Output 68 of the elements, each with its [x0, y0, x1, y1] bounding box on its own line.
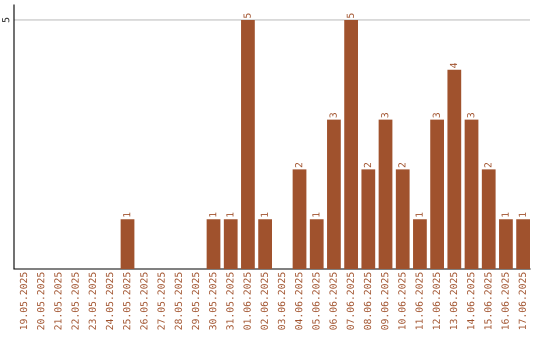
bar — [206, 219, 220, 269]
x-tick-label: 21.05.2025 — [54, 272, 62, 330]
data-label: 3 — [381, 113, 388, 118]
bar — [120, 219, 134, 269]
data-label: 1 — [123, 212, 130, 217]
bar — [447, 70, 462, 269]
bar — [361, 169, 376, 269]
bar — [310, 219, 324, 269]
x-tick-label: 30.05.2025 — [209, 272, 216, 330]
data-label: 3 — [329, 113, 337, 118]
bar — [396, 169, 410, 269]
bar — [413, 219, 427, 269]
x-tick-label: 14.06.2025 — [467, 272, 474, 330]
data-label: 1 — [502, 212, 509, 217]
data-label: 1 — [518, 212, 526, 217]
data-label: 5 — [244, 13, 251, 18]
x-tick-label: 04.06.2025 — [295, 272, 302, 330]
x-tick-label: 29.05.2025 — [192, 272, 200, 330]
x-tick-label: 13.06.2025 — [450, 272, 458, 330]
bar — [499, 219, 513, 269]
x-tick-label: 05.06.2025 — [312, 272, 320, 330]
x-tick-label: 03.06.2025 — [278, 272, 286, 330]
bar — [344, 20, 358, 269]
data-label: 2 — [295, 162, 302, 168]
bar — [516, 219, 530, 269]
x-tick-label: 02.06.2025 — [260, 272, 268, 330]
data-label: 1 — [226, 212, 234, 217]
bar — [241, 20, 255, 269]
data-label: 3 — [432, 113, 440, 118]
x-tick-label: 01.06.2025 — [243, 272, 251, 330]
data-label: 2 — [364, 162, 372, 168]
x-tick-label: 12.06.2025 — [432, 272, 440, 330]
data-label: 1 — [260, 212, 268, 217]
x-tick-label: 26.05.2025 — [140, 272, 148, 330]
x-tick-label: 11.06.2025 — [415, 272, 423, 330]
x-tick-label: 23.05.2025 — [88, 272, 96, 330]
data-label: 1 — [209, 212, 216, 217]
x-tick-label: 08.06.2025 — [364, 272, 372, 330]
data-label: 2 — [484, 162, 492, 168]
bar — [224, 219, 238, 269]
x-tick-label: 27.05.2025 — [157, 272, 165, 330]
bar — [464, 120, 478, 269]
bar — [327, 120, 341, 269]
x-tick-label: 22.05.2025 — [71, 272, 79, 330]
data-label: 4 — [450, 62, 458, 68]
bar — [378, 120, 392, 269]
data-label: 5 — [346, 13, 354, 18]
data-label: 2 — [398, 162, 406, 168]
data-label: 1 — [416, 212, 423, 217]
bar — [258, 219, 272, 269]
x-tick-label: 19.05.2025 — [20, 272, 28, 330]
x-tick-label: 06.06.2025 — [329, 272, 337, 330]
bar — [292, 169, 306, 269]
x-tick-label: 10.06.2025 — [398, 272, 406, 330]
x-tick-label: 16.06.2025 — [501, 272, 509, 330]
x-tick-label: 15.06.2025 — [484, 272, 492, 330]
x-tick-label: 31.05.2025 — [226, 272, 234, 330]
x-tick-label: 20.05.2025 — [37, 272, 44, 330]
x-tick-label: 07.06.2025 — [346, 272, 354, 330]
x-tick-label: 17.06.2025 — [518, 272, 526, 330]
data-label: 1 — [312, 212, 320, 217]
x-tick-label: 09.06.2025 — [381, 272, 388, 330]
x-tick-label: 24.05.2025 — [106, 272, 114, 330]
x-tick-label: 25.05.2025 — [123, 272, 130, 330]
x-tick-label: 28.05.2025 — [174, 272, 182, 330]
data-label: 3 — [467, 113, 474, 118]
bar — [482, 169, 496, 269]
bar — [430, 120, 444, 269]
